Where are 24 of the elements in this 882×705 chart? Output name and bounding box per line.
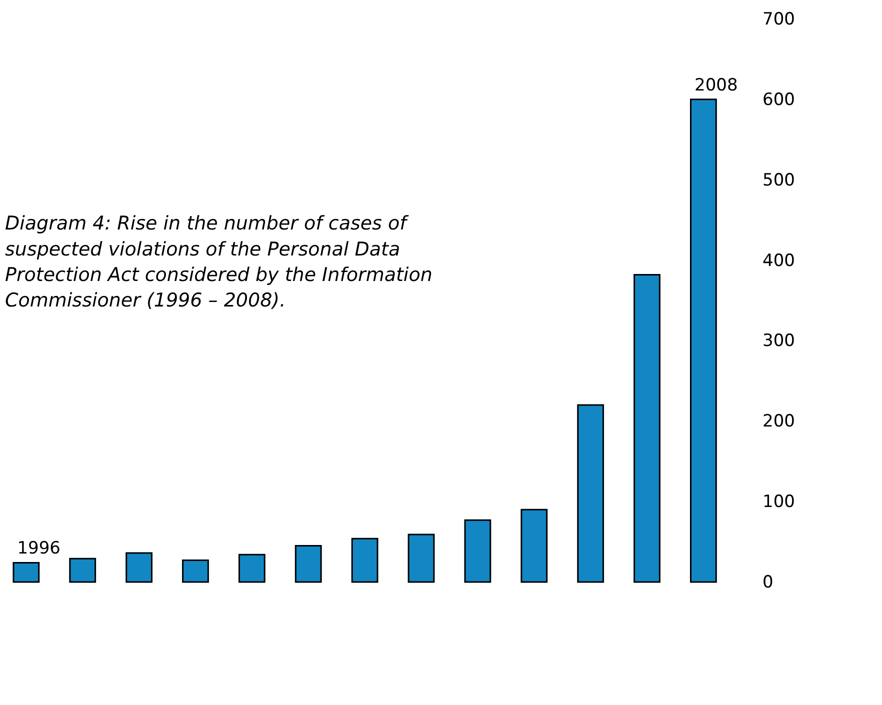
bar	[238, 554, 266, 583]
bar	[634, 274, 660, 583]
y-tick-label: 700	[762, 10, 795, 30]
y-tick-label: 100	[762, 492, 795, 512]
bar	[408, 534, 435, 583]
y-tick-label: 500	[762, 170, 795, 190]
x-tick-label: 2008	[694, 75, 738, 96]
bar	[577, 404, 604, 583]
bar	[464, 519, 492, 583]
bar	[182, 560, 209, 583]
y-tick-label: 200	[762, 412, 795, 432]
y-tick-label: 0	[762, 572, 774, 592]
x-tick-label: 1996	[17, 538, 60, 559]
bar	[690, 98, 717, 583]
bar	[12, 562, 40, 583]
bar	[69, 558, 96, 583]
bar	[351, 538, 378, 583]
y-tick-label: 600	[762, 90, 795, 110]
y-tick-label: 400	[762, 250, 795, 271]
text: Diagram 4: Rise in the number of cases of suspected violations of the Personal Data Protection Act considered by the Information Commissioner (1996 – 2008).	[5, 212, 432, 312]
bar	[520, 508, 548, 583]
y-tick-label: 300	[762, 331, 795, 352]
bar	[294, 545, 322, 583]
bar	[126, 552, 152, 583]
